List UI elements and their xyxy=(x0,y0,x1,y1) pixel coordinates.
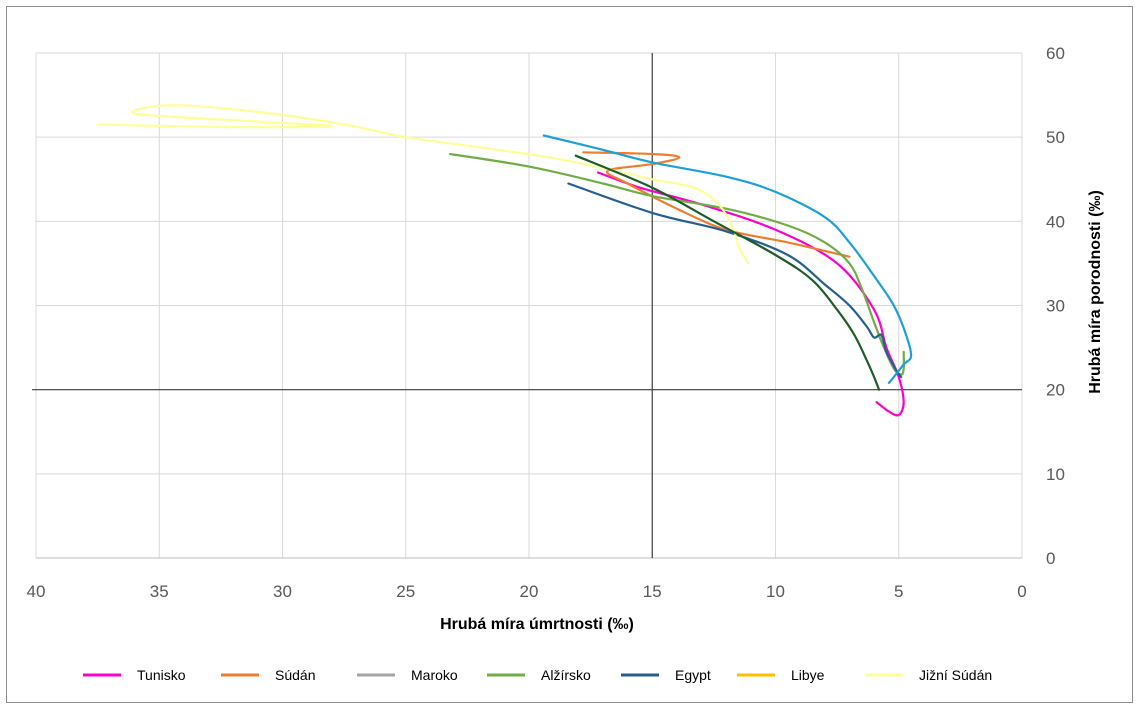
y-tick-label: 10 xyxy=(1046,465,1065,484)
series-line-egypt xyxy=(567,182,903,379)
x-tick-label: 10 xyxy=(766,582,785,601)
y-tick-label: 50 xyxy=(1046,128,1065,147)
x-tick-label: 35 xyxy=(150,582,169,601)
legend-label-sudan: Súdán xyxy=(275,667,315,683)
legend: Tunisko Súdán Maroko Alžírsko Egypt Libye Jižn… xyxy=(83,667,992,683)
x-tick-label: 0 xyxy=(1017,582,1026,601)
x-tick-label: 20 xyxy=(520,582,539,601)
legend-label-egypt: Egypt xyxy=(675,667,711,683)
chart-frame xyxy=(6,6,1133,703)
x-tick-label: 5 xyxy=(894,582,903,601)
series-line-jizni-sudan xyxy=(96,104,750,265)
y-tick-label: 40 xyxy=(1046,212,1065,231)
y-tick-label: 0 xyxy=(1046,549,1055,568)
legend-label-tunisko: Tunisko xyxy=(137,667,186,683)
y-tick-label: 60 xyxy=(1046,44,1065,63)
series-line-sudan xyxy=(582,151,851,258)
legend-label-alzirsko: Alžírsko xyxy=(541,667,591,683)
grid-lines xyxy=(35,52,1023,559)
x-tick-label: 25 xyxy=(396,582,415,601)
y-tick-label: 30 xyxy=(1046,297,1065,316)
x-axis-title: Hrubá míra úmrtnosti (‰) xyxy=(440,616,634,633)
x-tick-label: 40 xyxy=(27,582,46,601)
series-layer xyxy=(96,104,913,417)
series-line-alzirsko xyxy=(449,152,905,376)
y-axis-title: Hrubá míra porodnosti (‰) xyxy=(1087,190,1104,394)
legend-label-jizni-sudan: Jižní Súdán xyxy=(919,667,992,683)
series-line-unlabeled-7 xyxy=(542,134,913,384)
y-tick-label: 20 xyxy=(1046,381,1065,400)
legend-label-maroko: Maroko xyxy=(411,667,458,683)
reference-lines xyxy=(32,53,1022,558)
series-line-unlabeled-8 xyxy=(574,154,881,391)
x-tick-label: 30 xyxy=(273,582,292,601)
series-line-tunisko xyxy=(596,171,905,417)
x-tick-label: 15 xyxy=(643,582,662,601)
legend-label-libye: Libye xyxy=(791,667,825,683)
